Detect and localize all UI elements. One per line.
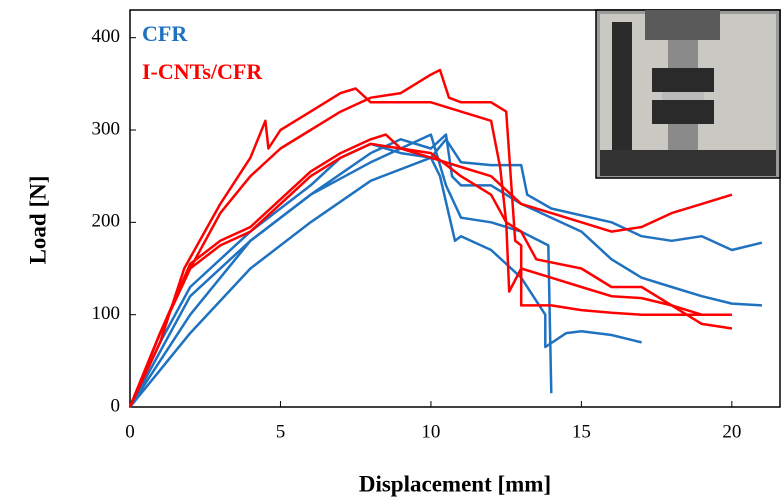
y-tick-label: 200 xyxy=(92,211,121,232)
load-curve xyxy=(128,133,703,408)
load-curve xyxy=(129,138,763,408)
legend-label: I-CNTs/CFR xyxy=(142,59,263,84)
inset-photo xyxy=(595,9,781,179)
legend-label: CFR xyxy=(142,21,188,46)
x-tick-label: 10 xyxy=(421,421,440,442)
x-tick-label: 20 xyxy=(722,421,741,442)
y-tick-label: 400 xyxy=(92,26,121,47)
load-curve xyxy=(128,142,642,408)
plot-frame xyxy=(129,9,781,408)
load-curve xyxy=(128,68,732,408)
x-tick-label: 5 xyxy=(276,421,286,442)
x-tick-label: 0 xyxy=(125,421,135,442)
y-tick-label: 0 xyxy=(111,395,121,416)
x-axis-label: Displacement [mm] xyxy=(359,471,551,496)
load-curve xyxy=(128,87,733,408)
x-tick-label: 15 xyxy=(572,421,591,442)
y-axis-label: Load [N] xyxy=(25,176,50,265)
y-tick-label: 100 xyxy=(92,303,121,324)
y-tick-label: 300 xyxy=(92,118,121,139)
load-curve xyxy=(128,142,733,408)
